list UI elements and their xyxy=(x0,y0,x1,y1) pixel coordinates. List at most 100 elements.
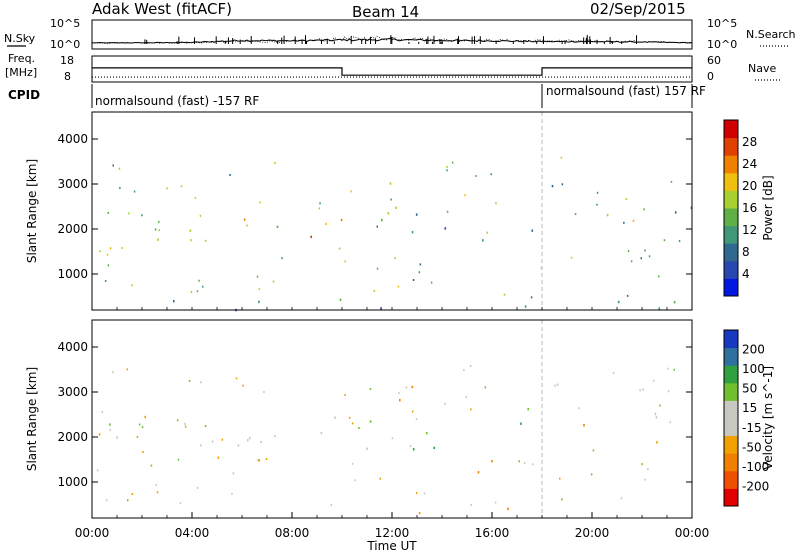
y-tick-label: 3000 xyxy=(57,177,88,191)
scatter-cell xyxy=(639,389,641,392)
freq-label: Freq. xyxy=(8,52,35,65)
colorbar-tick-label: 24 xyxy=(742,157,757,171)
scatter-cell xyxy=(530,296,533,299)
scatter-cell xyxy=(451,161,454,164)
scatter-cell xyxy=(632,219,635,222)
colorbar-swatch xyxy=(724,365,738,384)
scatter-cell xyxy=(249,437,251,440)
colorbar-swatch xyxy=(724,435,738,454)
freq-line xyxy=(92,67,692,76)
scatter-cell xyxy=(643,208,645,211)
scatter-cell xyxy=(340,218,343,222)
scatter-cell xyxy=(128,212,130,215)
scatter-cell xyxy=(166,187,168,190)
scatter-cell xyxy=(173,300,175,303)
scatter-cell xyxy=(405,386,408,389)
scatter-cell xyxy=(411,231,414,234)
colorbar-swatch xyxy=(724,488,738,507)
scatter-cell xyxy=(412,279,415,281)
scatter-cell xyxy=(232,472,235,475)
scatter-cell xyxy=(520,422,522,425)
scatter-cell xyxy=(154,228,157,231)
colorbar-swatch xyxy=(724,137,738,156)
velocity-panel-frame xyxy=(91,319,693,519)
scatter-cell xyxy=(653,379,655,382)
power-panel: 1000 2000 3000 4000 Slant Range [km] 4 8 12 16… xyxy=(25,111,775,312)
scatter-cell xyxy=(523,462,526,465)
power-y-axis-title: Slant Range [km] xyxy=(25,159,39,263)
nsearch-label: N.Search xyxy=(746,28,796,41)
scatter-cell xyxy=(242,384,244,387)
scatter-cell xyxy=(131,493,134,495)
colorbar-swatch xyxy=(724,225,738,244)
scatter-cell xyxy=(394,257,396,260)
colorbar-swatch xyxy=(724,155,738,174)
x-tick-label: 12:00 xyxy=(375,526,410,540)
scatter-cell xyxy=(667,390,670,393)
scatter-cell xyxy=(263,391,265,393)
x-tick-label: 00:00 xyxy=(75,526,110,540)
colorbar-tick-label: -15 xyxy=(742,421,762,435)
scatter-cell xyxy=(133,190,136,193)
velocity-scatter xyxy=(96,320,675,518)
scatter-cell xyxy=(578,407,580,410)
scatter-cell xyxy=(184,422,186,426)
scatter-cell xyxy=(196,290,199,293)
scatter-cell xyxy=(482,239,484,242)
scatter-cell xyxy=(334,416,336,419)
freq-top-tick: 18 xyxy=(60,54,74,67)
date-label: 02/Sep/2015 xyxy=(590,0,686,18)
scatter-cell xyxy=(344,260,346,263)
scatter-cell xyxy=(190,291,193,293)
scatter-cell xyxy=(556,383,559,386)
scatter-cell xyxy=(157,238,159,241)
y-tick-label: 2000 xyxy=(57,430,88,444)
scatter-cell xyxy=(477,471,480,474)
colorbar-tick-label: 4 xyxy=(742,267,750,281)
scatter-cell xyxy=(318,207,321,210)
scatter-cell xyxy=(590,473,593,476)
scatter-cell xyxy=(96,469,99,472)
scatter-cell xyxy=(319,202,321,205)
scatter-cell xyxy=(272,280,275,283)
colorbar-tick-label: 100 xyxy=(742,362,765,376)
scatter-cell xyxy=(221,438,224,441)
scatter-cell xyxy=(524,305,527,308)
colorbar-tick-label: 200 xyxy=(742,343,765,357)
freq-unit-label: [MHz] xyxy=(5,66,37,79)
colorbar-swatch xyxy=(724,453,738,472)
colorbar-swatch xyxy=(724,278,738,297)
scatter-cell xyxy=(418,511,421,515)
beam-label: Beam 14 xyxy=(352,3,419,21)
scatter-cell xyxy=(627,250,630,253)
colorbar-swatch xyxy=(724,418,738,437)
scatter-cell xyxy=(237,444,240,447)
scatter-cell xyxy=(470,408,472,411)
scatter-cell xyxy=(561,183,564,186)
scatter-cell xyxy=(366,447,368,450)
scatter-cell xyxy=(247,439,249,442)
scatter-cell xyxy=(246,224,248,227)
scatter-cell xyxy=(390,198,392,201)
scatter-cell xyxy=(116,436,118,439)
scatter-cell xyxy=(430,281,433,284)
scatter-cell xyxy=(144,415,146,419)
scatter-cell xyxy=(265,458,268,460)
scatter-cell xyxy=(274,435,276,438)
scatter-cell xyxy=(464,194,466,197)
scatter-cell xyxy=(673,301,676,304)
scatter-cell xyxy=(423,492,426,495)
scatter-cell xyxy=(630,260,633,263)
scatter-cell xyxy=(190,239,192,242)
velocity-y-axis: 1000 2000 3000 4000 xyxy=(57,340,692,489)
scatter-cell xyxy=(411,410,414,413)
scatter-cell xyxy=(258,300,260,304)
colorbar-tick-label: 50 xyxy=(742,382,757,396)
scatter-cell xyxy=(99,250,101,253)
scatter-cell xyxy=(138,423,141,426)
cpid-right-text: normalsound (fast) 157 RF xyxy=(546,84,706,98)
scatter-cell xyxy=(256,275,259,278)
x-tick-label: 08:00 xyxy=(275,526,310,540)
scatter-cell xyxy=(257,458,259,462)
scatter-cell xyxy=(446,165,448,168)
